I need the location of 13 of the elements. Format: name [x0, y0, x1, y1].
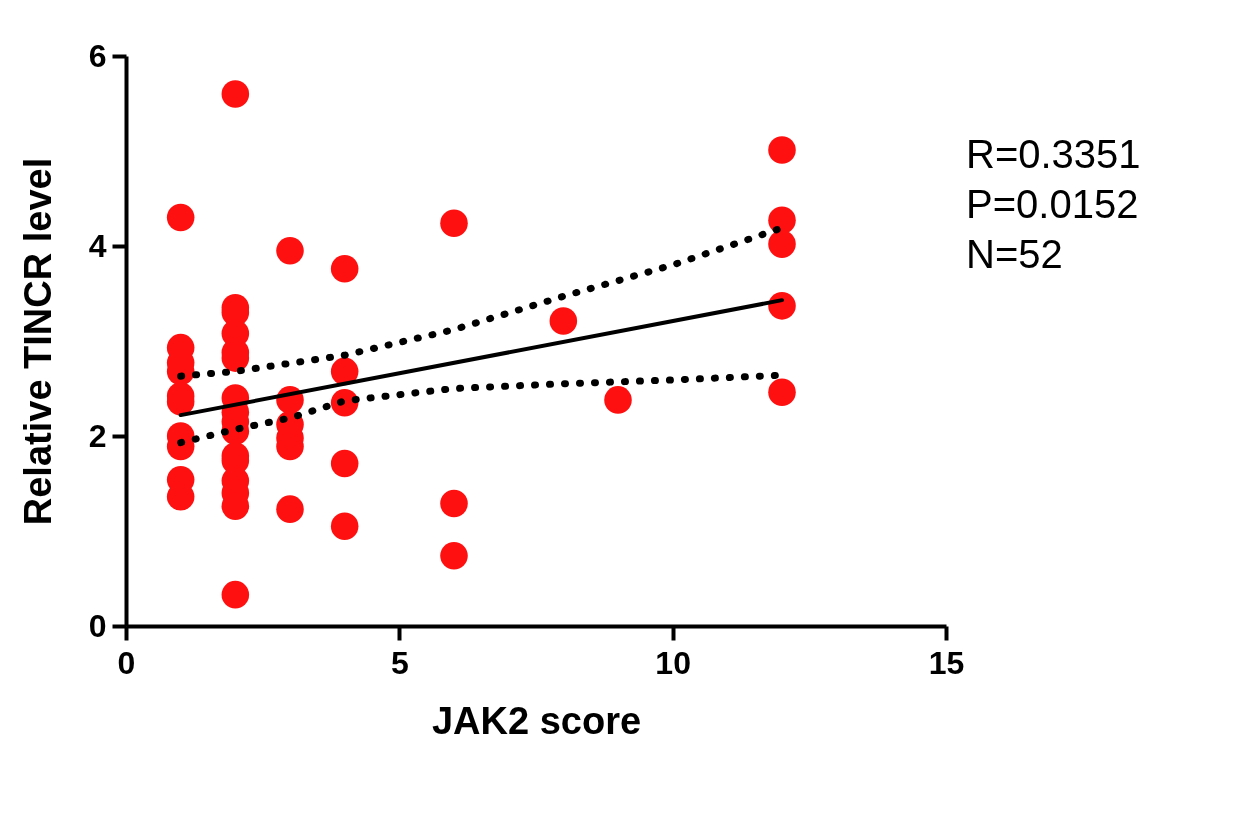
- text: R=0.3351: [966, 132, 1141, 176]
- y-axis-title: Relative TINCR level: [16, 157, 59, 526]
- y-tick-label: 0: [88, 607, 107, 644]
- x-tick-label: 5: [390, 644, 409, 681]
- x-tick-label: 0: [117, 644, 136, 681]
- x-tick-label: 10: [655, 644, 691, 681]
- text: N=52: [966, 232, 1063, 276]
- x-axis-title: JAK2 score: [431, 699, 642, 742]
- y-tick-label: 2: [88, 417, 107, 454]
- y-tick-label: 4: [88, 227, 107, 264]
- y-tick-label: 6: [88, 37, 107, 74]
- x-tick-label: 15: [928, 644, 965, 681]
- text: P=0.0152: [966, 182, 1139, 226]
